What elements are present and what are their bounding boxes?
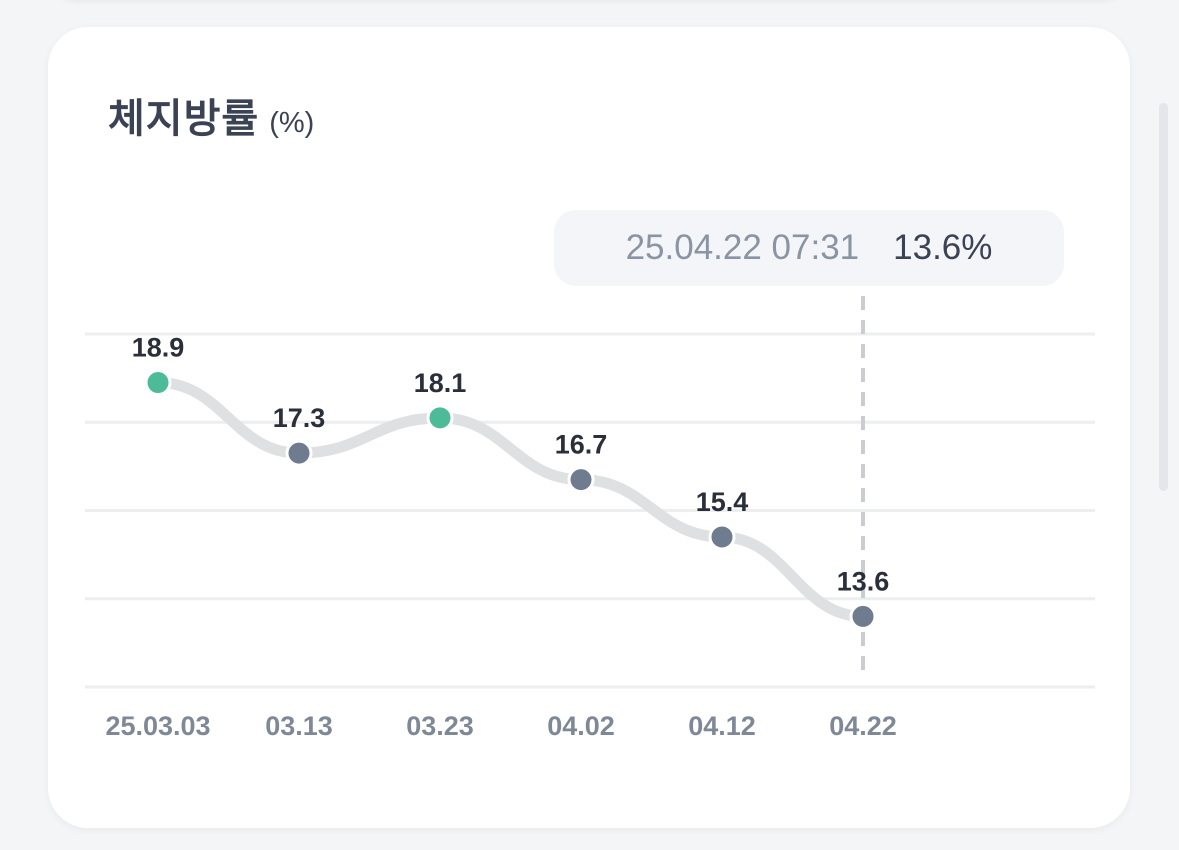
- title-text: 체지방률: [108, 97, 260, 141]
- x-tick-label: 03.13: [265, 711, 333, 741]
- title-unit: (%): [269, 107, 315, 139]
- card-title: 체지방률 (%): [108, 86, 314, 144]
- x-tick-label: 25.03.03: [105, 711, 210, 741]
- x-tick-label: 04.12: [688, 711, 756, 741]
- x-tick-label: 04.22: [829, 711, 897, 741]
- data-label: 13.6: [837, 566, 890, 596]
- tooltip-value: 13.6%: [893, 228, 993, 267]
- series-line: [152, 377, 869, 622]
- data-label: 18.1: [414, 368, 467, 398]
- data-point[interactable]: [849, 602, 877, 630]
- data-label: 16.7: [555, 430, 608, 460]
- data-point[interactable]: [567, 466, 595, 494]
- body-fat-card: [48, 27, 1130, 828]
- data-label: 17.3: [273, 403, 326, 433]
- data-label: 15.4: [696, 487, 749, 517]
- x-tick-label: 03.23: [406, 711, 474, 741]
- selected-point-tooltip: 25.04.22 07:31 13.6%: [554, 210, 1064, 286]
- data-point[interactable]: [426, 404, 454, 432]
- data-point[interactable]: [708, 523, 736, 551]
- data-point[interactable]: [144, 369, 172, 397]
- tooltip-time: 25.04.22 07:31: [625, 228, 860, 267]
- data-label: 18.9: [132, 333, 185, 363]
- x-tick-label: 04.02: [547, 711, 615, 741]
- scrollbar[interactable]: [1159, 103, 1168, 491]
- data-point[interactable]: [285, 439, 313, 467]
